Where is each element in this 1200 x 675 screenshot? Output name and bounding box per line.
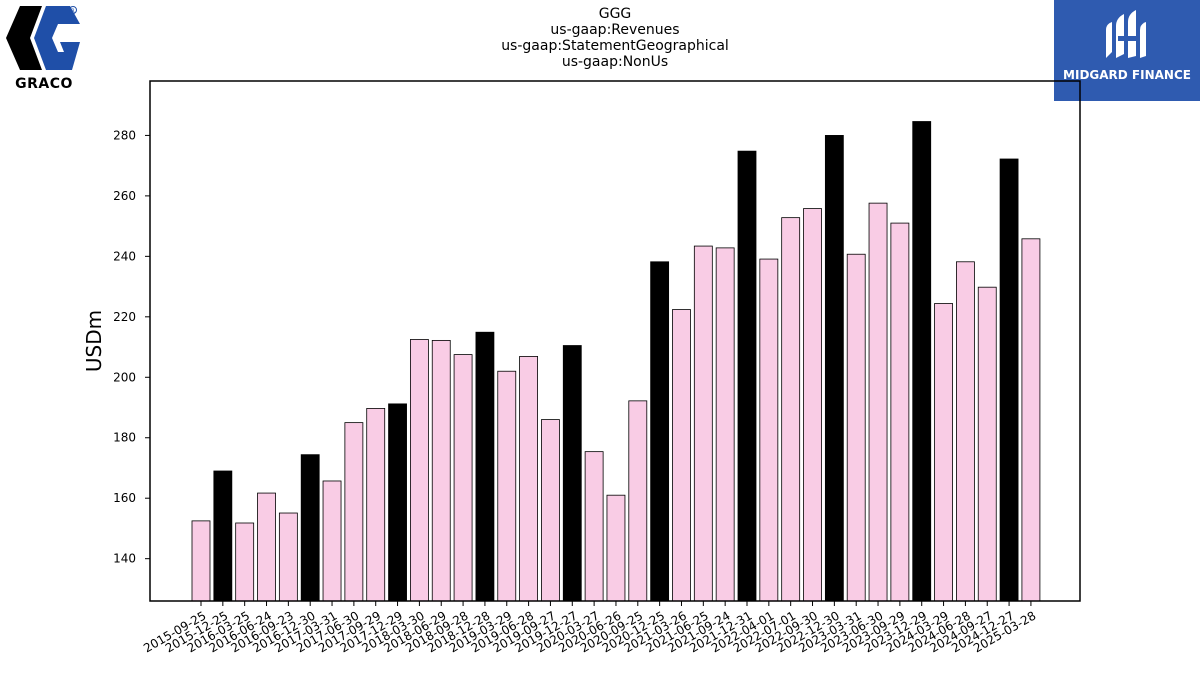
y-tick-label-160: 160 (113, 491, 136, 505)
bar-2020-06-26 (606, 494, 626, 602)
y-tick-label-200: 200 (113, 370, 136, 384)
y-tick-label-280: 280 (113, 128, 136, 142)
bar-2020-09-25 (628, 400, 648, 602)
chart-title: GGG us-gaap:Revenues us-gaap:StatementGe… (415, 6, 815, 70)
graco-logo: R GRACO (4, 4, 84, 92)
bar-2016-06-24 (257, 492, 276, 602)
bar-2023-09-29 (890, 222, 910, 602)
bar-2022-04-01 (759, 258, 779, 602)
bar-2015-12-25 (213, 470, 233, 602)
bar-2016-03-25 (235, 522, 255, 602)
svg-text:R: R (71, 9, 75, 15)
bar-2024-06-28 (956, 261, 975, 602)
midgard-logo-icon (1106, 10, 1146, 58)
bar-2022-07-01 (781, 217, 801, 602)
bar-2017-06-30 (344, 422, 364, 602)
bar-2023-12-29 (912, 121, 932, 602)
bar-2020-03-27 (584, 451, 604, 602)
graco-logo-icon: R (6, 6, 80, 70)
midgard-finance-logo: MIDGARD FINANCE (1054, 0, 1200, 101)
bar-2017-03-31 (322, 480, 342, 602)
bar-2023-06-30 (868, 202, 888, 602)
bar-2021-09-24 (715, 247, 735, 602)
bar-2018-12-28 (475, 331, 495, 602)
bar-2020-12-25 (650, 261, 670, 602)
y-axis-ticks: 140 160 180 200 220 240 260 280 (113, 128, 150, 566)
y-tick-label-140: 140 (113, 552, 136, 566)
bar-2022-09-30 (803, 208, 822, 602)
bar-2019-06-28 (519, 356, 538, 602)
bar-2024-03-29 (934, 303, 953, 602)
bar-2018-09-28 (453, 354, 473, 602)
bar-2021-06-25 (693, 245, 713, 602)
graco-logo-text: GRACO (15, 76, 73, 92)
bar-2021-03-26 (672, 309, 691, 602)
x-axis-ticks: 2015-09-252015-12-252016-03-252016-06-24… (141, 601, 1038, 655)
bar-2025-03-28 (1021, 238, 1041, 602)
bar-2019-12-27 (562, 345, 582, 602)
bar-2016-09-23 (278, 512, 298, 602)
bar-2022-12-30 (824, 135, 844, 602)
bar-2015-09-25 (191, 520, 211, 602)
bar-2023-03-31 (846, 253, 866, 602)
bar-2021-12-31 (737, 150, 757, 602)
bar-2019-09-27 (541, 419, 560, 602)
y-tick-label-260: 260 (113, 189, 136, 203)
bar-2018-06-29 (431, 339, 451, 602)
y-tick-label-180: 180 (113, 431, 136, 445)
y-tick-label-240: 240 (113, 249, 136, 263)
bar-2017-12-29 (388, 403, 407, 602)
midgard-logo-text: MIDGARD FINANCE (1063, 68, 1191, 82)
title-line-member: us-gaap:NonUs (561, 54, 669, 70)
bar-2024-09-27 (977, 286, 997, 602)
bar-2024-12-27 (999, 158, 1019, 602)
axes-frame (149, 80, 1081, 602)
bar-2016-12-30 (300, 454, 320, 602)
bar-2018-03-30 (409, 339, 429, 602)
bars-group (191, 121, 1041, 602)
y-tick-label-220: 220 (113, 310, 136, 324)
title-line-concept: us-gaap:Revenues (550, 22, 680, 38)
y-axis-label: USDm (82, 310, 106, 372)
bar-2017-09-29 (366, 408, 386, 602)
bar-2019-03-29 (497, 370, 517, 602)
title-line-statement: us-gaap:StatementGeographical (501, 38, 729, 54)
title-line-ticker: GGG (598, 6, 632, 22)
